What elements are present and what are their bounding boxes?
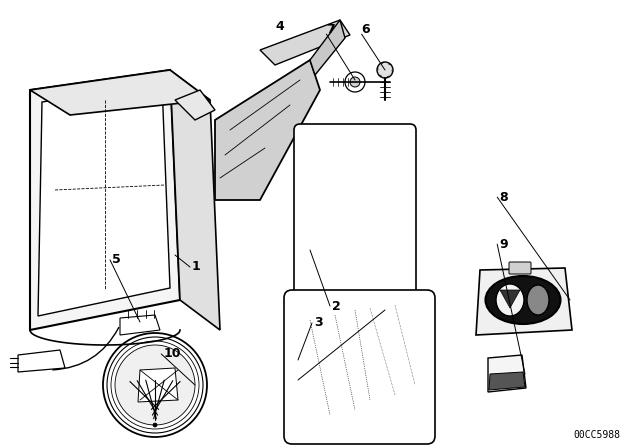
- Circle shape: [107, 337, 203, 433]
- Text: 5: 5: [112, 253, 121, 267]
- Polygon shape: [170, 70, 220, 330]
- FancyBboxPatch shape: [509, 262, 531, 274]
- FancyBboxPatch shape: [284, 290, 435, 444]
- Polygon shape: [500, 290, 520, 308]
- Text: 6: 6: [362, 22, 370, 36]
- Circle shape: [111, 341, 199, 429]
- Text: 4: 4: [275, 20, 284, 34]
- Text: 1: 1: [192, 260, 201, 273]
- Ellipse shape: [527, 285, 549, 315]
- Text: 10: 10: [163, 347, 180, 361]
- Circle shape: [115, 345, 195, 425]
- Text: 9: 9: [499, 237, 508, 251]
- FancyBboxPatch shape: [294, 124, 416, 306]
- Polygon shape: [260, 20, 350, 65]
- Polygon shape: [38, 84, 170, 316]
- Text: 2: 2: [332, 300, 340, 313]
- Circle shape: [350, 77, 360, 87]
- Polygon shape: [138, 368, 178, 402]
- Polygon shape: [175, 90, 215, 120]
- Polygon shape: [30, 70, 210, 115]
- Ellipse shape: [496, 284, 524, 316]
- Polygon shape: [488, 355, 526, 392]
- Polygon shape: [310, 20, 345, 75]
- Polygon shape: [476, 268, 572, 335]
- Ellipse shape: [486, 276, 561, 324]
- Polygon shape: [18, 350, 65, 372]
- Text: 7: 7: [326, 22, 335, 36]
- Text: 00CC5988: 00CC5988: [573, 430, 620, 440]
- Circle shape: [377, 62, 393, 78]
- Circle shape: [103, 333, 207, 437]
- Circle shape: [345, 72, 365, 92]
- Polygon shape: [489, 372, 525, 390]
- Text: 3: 3: [314, 316, 323, 329]
- Text: 8: 8: [499, 190, 508, 204]
- Polygon shape: [290, 295, 430, 440]
- Polygon shape: [215, 60, 320, 200]
- Circle shape: [153, 423, 157, 427]
- Polygon shape: [30, 70, 180, 330]
- Polygon shape: [120, 315, 160, 335]
